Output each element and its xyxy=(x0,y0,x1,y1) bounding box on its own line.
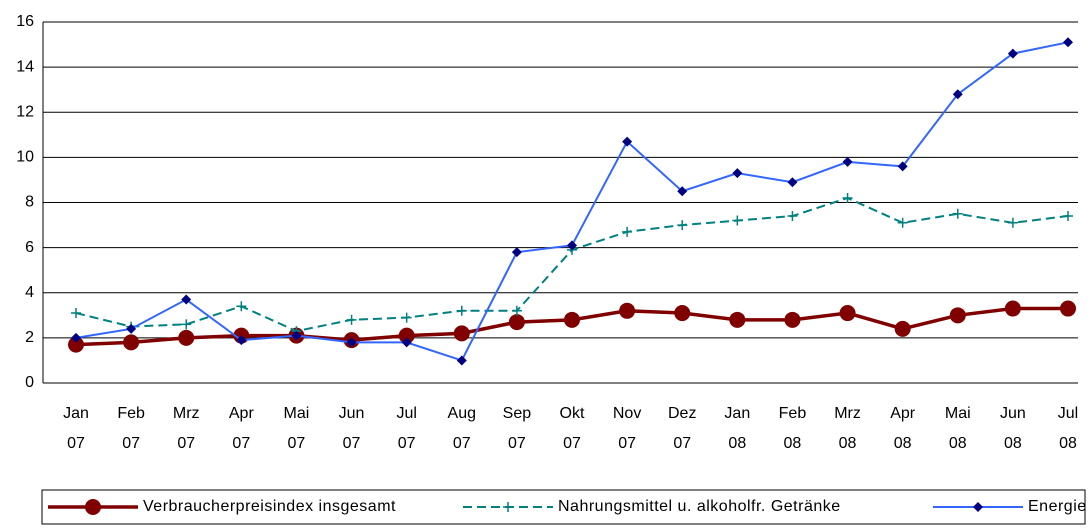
point xyxy=(1007,217,1018,228)
x-tick-label: Nov 07 xyxy=(613,405,641,452)
point xyxy=(1007,48,1018,59)
x-tick-label: Sep 07 xyxy=(503,405,532,452)
point xyxy=(1004,300,1021,317)
point xyxy=(508,314,525,331)
point xyxy=(1060,300,1076,317)
y-tick-label: 16 xyxy=(16,13,34,30)
x-tick-label: Feb 08 xyxy=(779,405,807,452)
legend-label: Energie xyxy=(1028,498,1087,515)
legend-label: Verbraucherpreisindex insgesamt xyxy=(143,498,396,515)
x-tick-label: Jun 08 xyxy=(1000,405,1026,452)
point xyxy=(291,330,302,341)
y-tick-label: 12 xyxy=(16,103,34,120)
point xyxy=(71,308,81,319)
x-tick-label: Jan 08 xyxy=(724,405,750,452)
point xyxy=(71,332,81,343)
point xyxy=(677,220,688,231)
x-tick-label: Jan 07 xyxy=(63,405,89,452)
point xyxy=(842,156,853,167)
point xyxy=(732,215,743,226)
x-tick-label: Jul 07 xyxy=(396,405,416,452)
point xyxy=(1063,37,1073,48)
point xyxy=(123,334,140,351)
point xyxy=(564,311,580,328)
point xyxy=(732,168,743,179)
series-line xyxy=(75,196,1069,333)
point xyxy=(85,499,101,515)
point xyxy=(236,301,247,312)
y-tick-label: 2 xyxy=(25,329,34,346)
point xyxy=(952,89,963,100)
point xyxy=(346,314,357,325)
point xyxy=(622,226,633,237)
point xyxy=(949,307,966,324)
point xyxy=(453,325,470,342)
point xyxy=(346,337,357,348)
point xyxy=(401,312,412,323)
point xyxy=(236,335,247,346)
point xyxy=(511,305,522,316)
legend-label: Nahrungsmittel u. alkoholfr. Getränke xyxy=(558,498,841,515)
x-tick-label: Mai 08 xyxy=(945,405,971,452)
point xyxy=(567,240,577,251)
x-tick-label: Aug 07 xyxy=(448,405,476,452)
y-tick-label: 8 xyxy=(25,194,34,211)
point xyxy=(784,311,801,328)
y-tick-label: 0 xyxy=(25,374,34,391)
x-tick-label: Jul 08 xyxy=(1058,405,1078,452)
y-tick-label: 10 xyxy=(16,149,34,166)
point xyxy=(126,323,137,334)
x-tick-label: Feb 07 xyxy=(117,405,145,452)
x-tick-label: Dez 07 xyxy=(668,405,696,452)
point xyxy=(973,502,983,512)
point xyxy=(894,320,911,337)
point xyxy=(398,327,415,344)
point xyxy=(456,355,467,366)
point xyxy=(1063,211,1073,222)
x-tick-label: Mrz 08 xyxy=(834,405,861,452)
y-tick-label: 4 xyxy=(25,284,34,301)
x-tick-label: Okt 07 xyxy=(560,405,585,452)
y-tick-label: 6 xyxy=(25,239,34,256)
point xyxy=(897,217,908,228)
point xyxy=(178,329,195,346)
point xyxy=(619,302,636,319)
point xyxy=(729,311,746,328)
x-tick-label: Apr 08 xyxy=(890,405,916,452)
point xyxy=(674,305,691,322)
point xyxy=(952,208,963,219)
point xyxy=(622,136,633,147)
point xyxy=(181,319,192,330)
x-tick-label: Mai 07 xyxy=(284,405,310,452)
point xyxy=(839,305,856,322)
point xyxy=(787,177,798,188)
point xyxy=(677,186,688,197)
point xyxy=(68,336,84,353)
point xyxy=(503,502,513,512)
point xyxy=(511,247,522,258)
point xyxy=(456,305,467,316)
x-tick-label: Apr 07 xyxy=(229,405,255,452)
x-tick-label: Mrz 07 xyxy=(173,405,200,452)
point xyxy=(181,294,192,305)
point xyxy=(401,337,412,348)
x-tick-label: Jun 07 xyxy=(339,405,365,452)
point xyxy=(842,192,853,203)
y-tick-label: 14 xyxy=(16,58,34,75)
point xyxy=(787,211,798,222)
legend-box xyxy=(41,489,1086,525)
point xyxy=(897,161,908,172)
